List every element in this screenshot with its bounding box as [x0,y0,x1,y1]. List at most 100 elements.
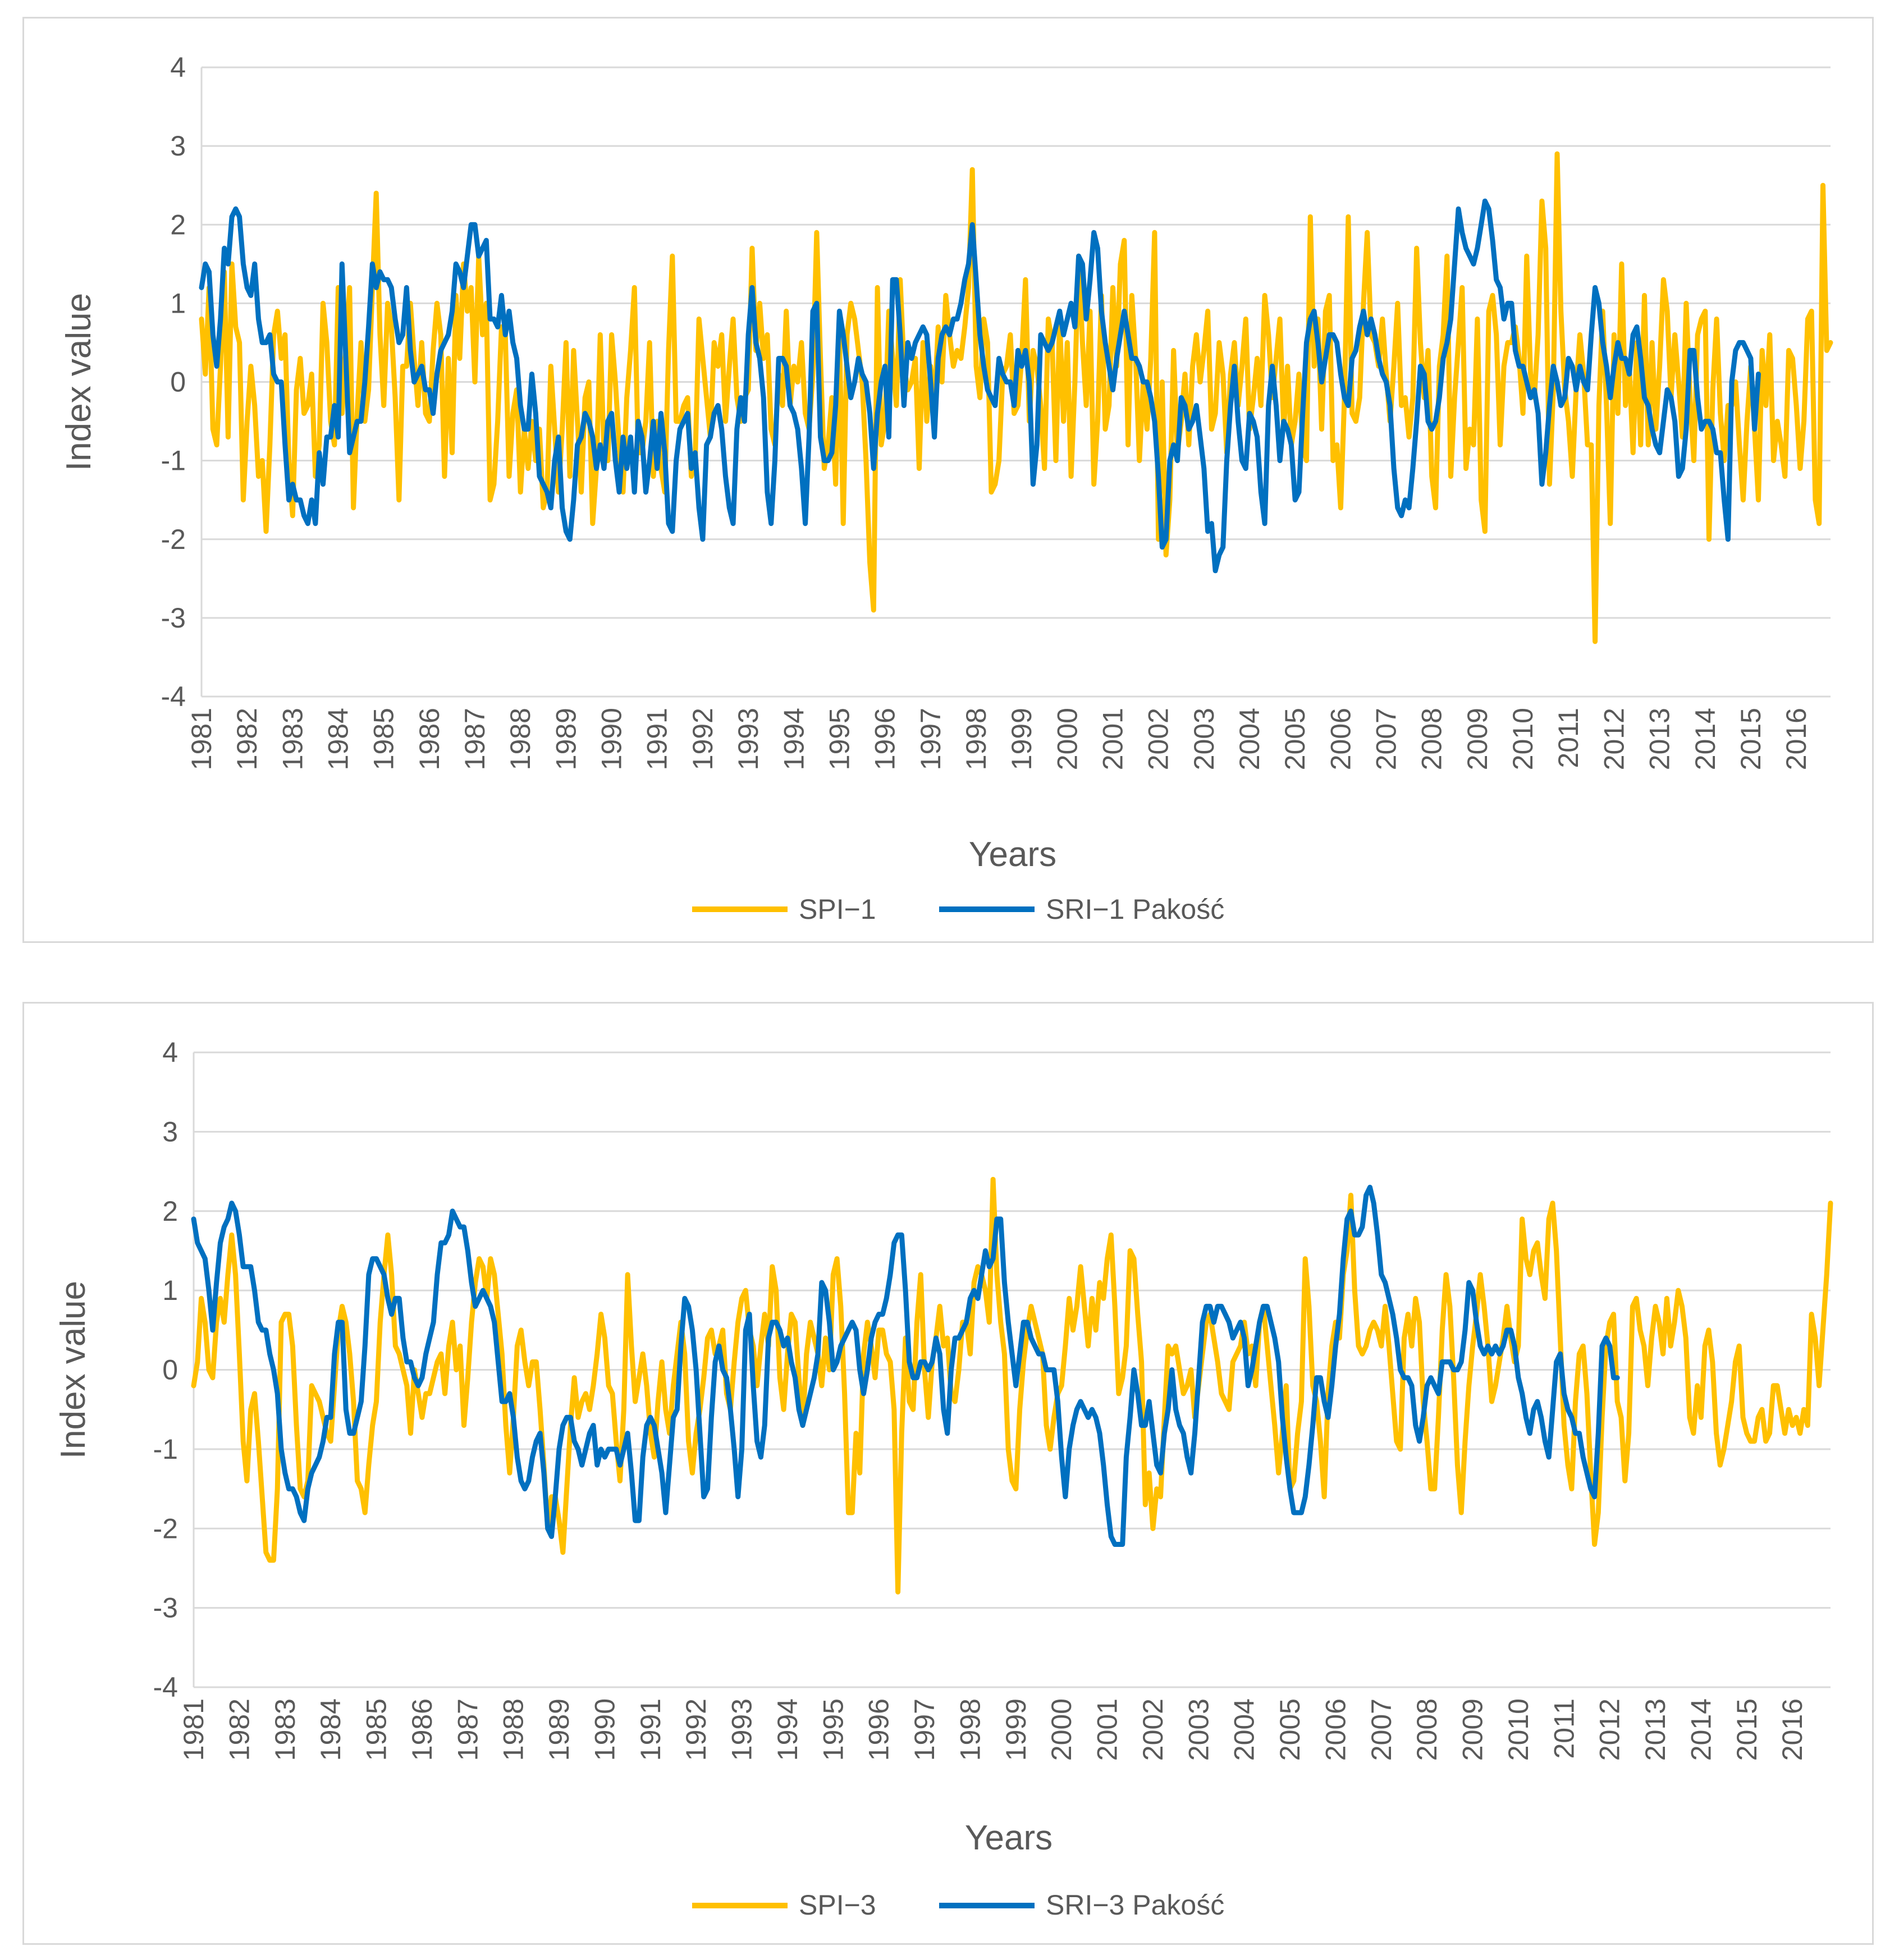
x-tick-label: 2001 [1097,708,1128,770]
legend-label: SPI−3 [799,1889,876,1921]
legend-label: SRI−3 Pakość [1046,1889,1224,1921]
x-tick-label: 1992 [680,1698,712,1761]
x-tick-label: 1997 [909,1698,940,1761]
x-tick-label: 2005 [1279,708,1311,770]
x-tick-label: 1995 [817,1698,849,1761]
series-line-spi [199,151,1833,644]
y-tick-label: 0 [170,367,186,398]
x-tick-label: 1988 [505,708,536,770]
y-tick-label: 1 [170,287,186,319]
x-tick-label: 2007 [1371,708,1402,770]
chart-panel-top: 4 3 2 1 0 -1 -2 -3 -4 1981 1982 1983 1984 1985 1986 198… [22,17,1874,943]
legend-label: SRI−1 Pakość [1046,894,1224,925]
series-line-sri [199,198,1761,574]
y-tick-label: 2 [162,1196,178,1227]
x-tick-label: 1994 [772,1698,803,1761]
x-tick-label: 2002 [1143,708,1174,770]
x-tick-label: 2016 [1777,1698,1808,1761]
x-tick-label: 2013 [1644,708,1676,770]
x-tick-label: 1991 [635,1698,666,1761]
x-tick-label: 2007 [1366,1698,1397,1761]
x-tick-label: 1982 [231,708,263,770]
x-tick-label: 1982 [223,1698,255,1761]
x-tick-label: 1986 [414,708,445,770]
y-tick-label: -3 [161,602,186,634]
x-tick-label: 1997 [915,708,946,770]
x-tick-label: 2006 [1320,1698,1351,1761]
x-tick-label: 2000 [1046,1698,1077,1761]
x-tick-label: 2010 [1507,708,1539,770]
x-tick-label: 1989 [550,708,582,770]
legend-label: SPI−1 [799,894,876,925]
x-tick-label: 1998 [954,1698,986,1761]
x-tick-label: 1991 [642,708,673,770]
x-tick-label: 2006 [1325,708,1356,770]
x-tick-label: 1998 [960,708,992,770]
y-tick-label: 0 [162,1354,178,1386]
x-tick-label: 2004 [1229,1698,1260,1761]
x-tick-label: 1996 [870,708,901,770]
x-tick-label: 1989 [543,1698,575,1761]
x-tick-label: 2014 [1685,1698,1717,1761]
series-line-sri [191,1184,1620,1547]
x-tick-label: 2010 [1503,1698,1534,1761]
x-tick-label: 1985 [361,1698,392,1761]
x-tick-label: 2011 [1553,708,1584,768]
x-tick-label: 1993 [733,708,764,770]
y-tick-label: 3 [162,1116,178,1147]
x-axis-title: Years [965,1819,1053,1857]
x-tick-label: 1993 [726,1698,758,1761]
x-tick-label: 1985 [368,708,400,770]
series-line-spi [191,1176,1833,1595]
x-tick-label: 1983 [269,1698,301,1761]
x-tick-label: 2009 [1457,1698,1489,1761]
x-tick-label: 2003 [1188,708,1220,770]
x-tick-label: 1999 [1006,708,1037,770]
x-tick-label: 1994 [778,708,809,770]
x-tick-label: 1990 [596,708,628,770]
x-tick-label: 2009 [1462,708,1493,770]
x-tick-label: 1983 [277,708,308,770]
x-tick-label: 2004 [1234,708,1265,770]
x-tick-label: 1990 [589,1698,620,1761]
x-tick-label: 1987 [452,1698,483,1761]
x-tick-label: 1984 [323,708,354,770]
x-tick-label: 2008 [1416,708,1448,770]
y-tick-label: 1 [162,1275,178,1306]
x-tick-label: 2005 [1274,1698,1306,1761]
x-tick-label: 1988 [498,1698,529,1761]
x-tick-label: 2000 [1051,708,1083,770]
y-tick-label: -1 [161,445,186,477]
y-tick-label: -4 [153,1672,178,1703]
x-tick-label: 1987 [459,708,491,770]
x-tick-label: 2015 [1731,1698,1763,1761]
y-tick-label: -2 [161,524,186,555]
x-tick-label: 2013 [1640,1698,1671,1761]
x-axis-title: Years [969,835,1056,874]
y-tick-label: 3 [170,130,186,162]
x-tick-label: 2016 [1781,708,1812,770]
x-tick-label: 2003 [1183,1698,1214,1761]
x-tick-label: 1981 [178,1698,209,1761]
x-tick-label: 1992 [687,708,719,770]
y-tick-label: 2 [170,209,186,240]
x-tick-label: 2011 [1548,1698,1580,1759]
y-tick-label: -4 [161,681,186,712]
x-tick-label: 2012 [1594,1698,1626,1761]
x-tick-label: 2015 [1735,708,1767,770]
y-tick-label: -1 [153,1434,178,1465]
y-tick-label: -3 [153,1592,178,1624]
x-tick-label: 1981 [186,708,217,770]
chart-panel-bottom: 4 3 2 1 0 -1 -2 -3 -4 1981 1982 1983 1984 1985 1986 198… [22,1002,1874,1945]
x-tick-label: 1986 [406,1698,438,1761]
x-tick-label: 2002 [1137,1698,1169,1761]
y-tick-label: 4 [162,1037,178,1068]
x-tick-label: 2012 [1598,708,1630,770]
y-axis-title: Index value [54,1281,93,1459]
x-tick-label: 2008 [1411,1698,1443,1761]
y-tick-label: 4 [170,52,186,83]
x-tick-label: 1995 [823,708,855,770]
y-tick-label: -2 [153,1513,178,1544]
